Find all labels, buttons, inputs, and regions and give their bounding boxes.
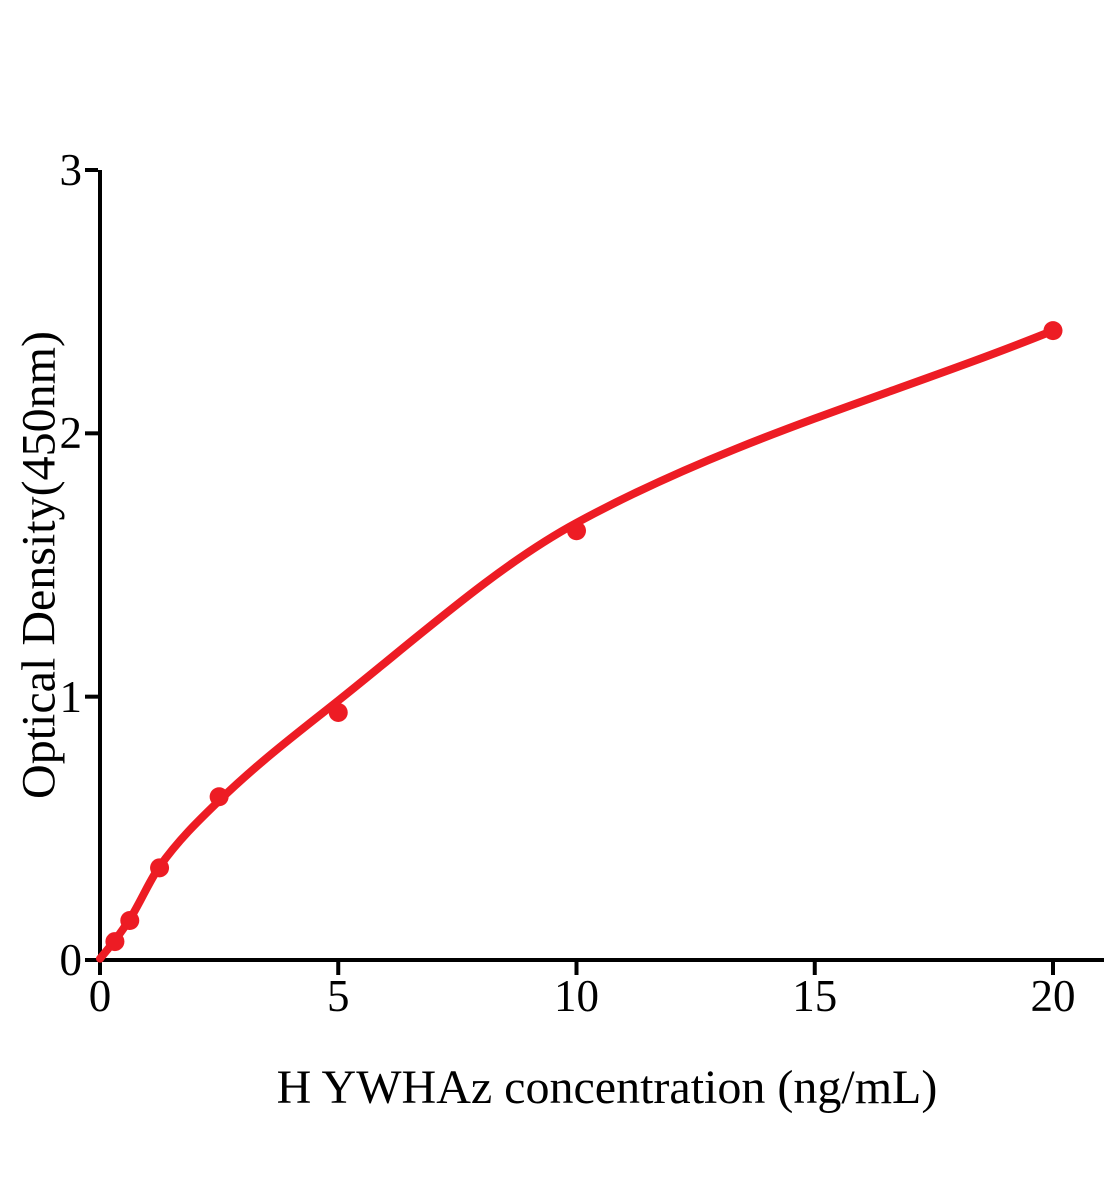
y-tick-label: 3: [59, 145, 83, 195]
data-point: [1043, 321, 1063, 341]
data-point: [120, 911, 140, 930]
y-tick-label: 1: [59, 671, 83, 722]
data-point: [150, 858, 170, 878]
x-tick-label: 20: [1030, 971, 1076, 1021]
y-axis-title: Optical Density(450nm): [12, 331, 66, 799]
data-point: [209, 787, 229, 807]
y-tick-label: 2: [59, 408, 83, 459]
fitted-curve: [96, 326, 1057, 963]
data-point: [567, 521, 586, 541]
y-tick-label: 0: [59, 935, 83, 985]
axis-spines: [98, 170, 1104, 962]
x-tick-label: 5: [327, 971, 350, 1021]
x-tick-label: 10: [554, 971, 599, 1021]
data-point: [105, 932, 125, 952]
x-axis-title: H YWHAz concentration (ng/mL): [276, 1061, 938, 1114]
x-tick-label: 0: [88, 971, 112, 1021]
x-tick-label: 15: [792, 971, 838, 1021]
data-point: [328, 702, 348, 722]
